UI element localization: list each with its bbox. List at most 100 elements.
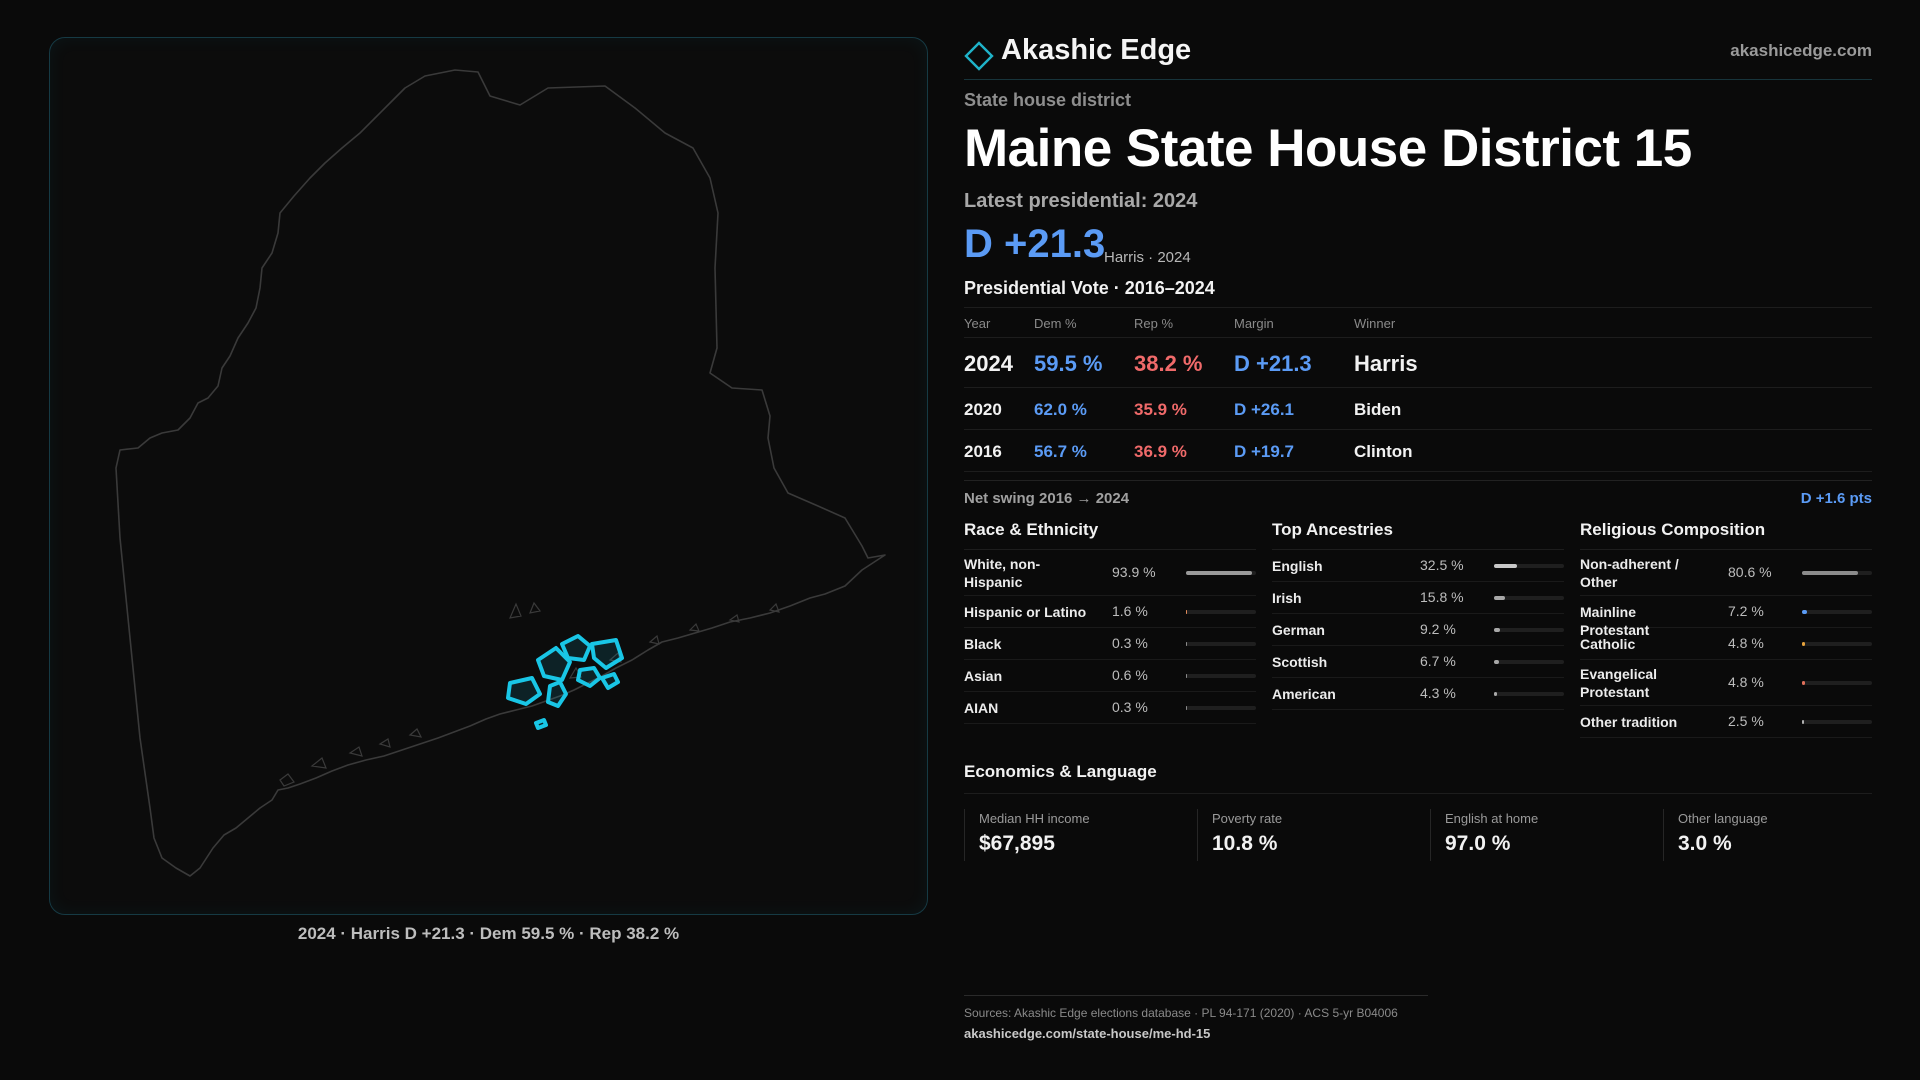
stat-label: Irish: [1272, 590, 1302, 606]
stat-bar-fill: [1494, 596, 1506, 600]
econ-stat-median-income: Median HH income $67,895: [964, 809, 1174, 861]
stat-value: 0.3 %: [1112, 699, 1148, 715]
district-parcel-3[interactable]: [560, 634, 592, 662]
column-header-winner: Winner: [1354, 316, 1396, 331]
stat-bar: [1494, 628, 1564, 632]
footer-divider: [964, 995, 1428, 996]
stat-row: Asian 0.6 %: [964, 660, 1256, 692]
page-url-link[interactable]: akashicedge.com/state-house/me-hd-15: [964, 1026, 1211, 1041]
stat-value: 15.8 %: [1420, 589, 1464, 605]
latest-margin: D +21.3: [964, 222, 1106, 266]
economics-language-title: Economics & Language: [964, 762, 1872, 794]
presidential-vote-heading: Presidential Vote · 2016–2024: [964, 278, 1215, 298]
stat-bar: [1494, 660, 1564, 664]
stat-label: Scottish: [1272, 654, 1328, 670]
stat-value: 7.2 %: [1728, 603, 1764, 619]
row-rep-pct: 35.9 %: [1134, 400, 1187, 419]
row-year: 2024: [964, 351, 1013, 376]
row-margin: D +21.3: [1234, 351, 1312, 376]
column-header-rep: Rep %: [1134, 316, 1174, 331]
net-swing-row: Net swing 2016 → 2024 D +1.6 pts: [964, 480, 1872, 508]
district-map-panel[interactable]: [49, 37, 928, 915]
stat-bar-fill: [1494, 564, 1517, 568]
stat-bar-fill: [1802, 571, 1859, 575]
diamond-logo-icon: [964, 41, 994, 71]
stat-row: Evangelical Protestant 4.8 %: [1580, 660, 1872, 706]
stat-row: White, non-Hispanic 93.9 %: [964, 550, 1256, 596]
district-parcel-2[interactable]: [536, 646, 572, 682]
econ-stat-english-at-home: English at home 97.0 %: [1430, 809, 1640, 861]
stat-label: Hispanic or Latino: [964, 604, 1087, 620]
stat-row: Scottish 6.7 %: [1272, 646, 1564, 678]
stat-row: Hispanic or Latino 1.6 %: [964, 596, 1256, 628]
row-margin: D +19.7: [1234, 442, 1295, 461]
row-rep-pct: 36.9 %: [1134, 442, 1187, 461]
stat-bar-fill: [1186, 642, 1188, 646]
maine-map: [115, 69, 886, 877]
district-parcel-4[interactable]: [590, 638, 624, 670]
district-kind: State house district: [964, 90, 1132, 110]
stat-bar-fill: [1186, 674, 1188, 678]
net-swing-value: D +1.6 pts: [1800, 490, 1872, 507]
top-ancestries-section: Top Ancestries English 32.5 % Irish 15.8…: [1272, 518, 1564, 710]
table-row: 2020 62.0 % 35.9 % D +26.1 Biden: [964, 387, 1872, 429]
stat-label: Black: [964, 636, 1002, 652]
stat-value: 6.7 %: [1420, 653, 1456, 669]
stat-bar-fill: [1186, 610, 1188, 614]
stat-row: Irish 15.8 %: [1272, 582, 1564, 614]
econ-value: 97.0 %: [1445, 832, 1511, 855]
econ-value: $67,895: [979, 832, 1055, 855]
row-margin: D +26.1: [1234, 400, 1295, 419]
stat-row: Mainline Protestant 7.2 %: [1580, 596, 1872, 638]
econ-value: 3.0 %: [1678, 832, 1732, 855]
district-parcel-1[interactable]: [506, 676, 542, 706]
stat-label: Catholic: [1580, 636, 1636, 652]
row-dem-pct: 59.5 %: [1034, 351, 1103, 376]
district-parcel-8[interactable]: [534, 718, 548, 730]
stat-value: 4.8 %: [1728, 635, 1764, 651]
district-parcel-5[interactable]: [576, 666, 602, 688]
stat-bar: [1186, 706, 1256, 710]
stat-bar-fill: [1494, 628, 1501, 632]
maine-state-outline: [115, 69, 886, 877]
stat-label: Non-adherent / Other: [1580, 556, 1679, 590]
district-parcel-7[interactable]: [600, 672, 620, 690]
race-ethnicity-section: Race & Ethnicity White, non-Hispanic 93.…: [964, 518, 1256, 724]
stat-row: Non-adherent / Other 80.6 %: [1580, 550, 1872, 596]
district-parcel-6[interactable]: [546, 680, 568, 708]
stat-value: 4.8 %: [1728, 674, 1764, 690]
site-link[interactable]: akashicedge.com: [1730, 41, 1872, 60]
stat-bar-fill: [1494, 692, 1497, 696]
table-divider: [964, 471, 1872, 472]
stat-bar: [1186, 571, 1256, 575]
stat-bar: [1802, 610, 1872, 614]
religious-composition-title: Religious Composition: [1580, 518, 1872, 550]
stat-bar: [1186, 610, 1256, 614]
econ-label: Poverty rate: [1212, 811, 1283, 826]
column-header-dem: Dem %: [1034, 316, 1077, 331]
stat-value: 1.6 %: [1112, 603, 1148, 619]
stat-bar-fill: [1186, 706, 1188, 710]
stat-value: 80.6 %: [1728, 564, 1772, 580]
map-caption: 2024 · Harris D +21.3 · Dem 59.5 % · Rep…: [297, 924, 680, 943]
row-year: 2016: [964, 442, 1002, 461]
stat-bar: [1186, 674, 1256, 678]
net-swing-label: Net swing 2016 → 2024: [964, 490, 1130, 507]
econ-label: Median HH income: [979, 811, 1090, 826]
econ-label: English at home: [1445, 811, 1539, 826]
district-15-shapes[interactable]: [506, 634, 624, 730]
latest-presidential-label: Latest presidential: 2024: [964, 190, 1198, 212]
stat-value: 2.5 %: [1728, 713, 1764, 729]
row-rep-pct: 38.2 %: [1134, 351, 1203, 376]
stat-row: American 4.3 %: [1272, 678, 1564, 710]
stat-bar: [1802, 681, 1872, 685]
row-winner: Clinton: [1354, 442, 1413, 461]
stat-bar: [1494, 692, 1564, 696]
stat-bar-fill: [1802, 681, 1806, 685]
table-header-row: Year Dem % Rep % Margin Winner: [964, 307, 1872, 337]
stat-bar-fill: [1186, 571, 1252, 575]
row-winner: Harris: [1354, 351, 1418, 376]
stat-label: American: [1272, 686, 1336, 702]
stat-bar: [1494, 596, 1564, 600]
stat-value: 32.5 %: [1420, 557, 1464, 573]
